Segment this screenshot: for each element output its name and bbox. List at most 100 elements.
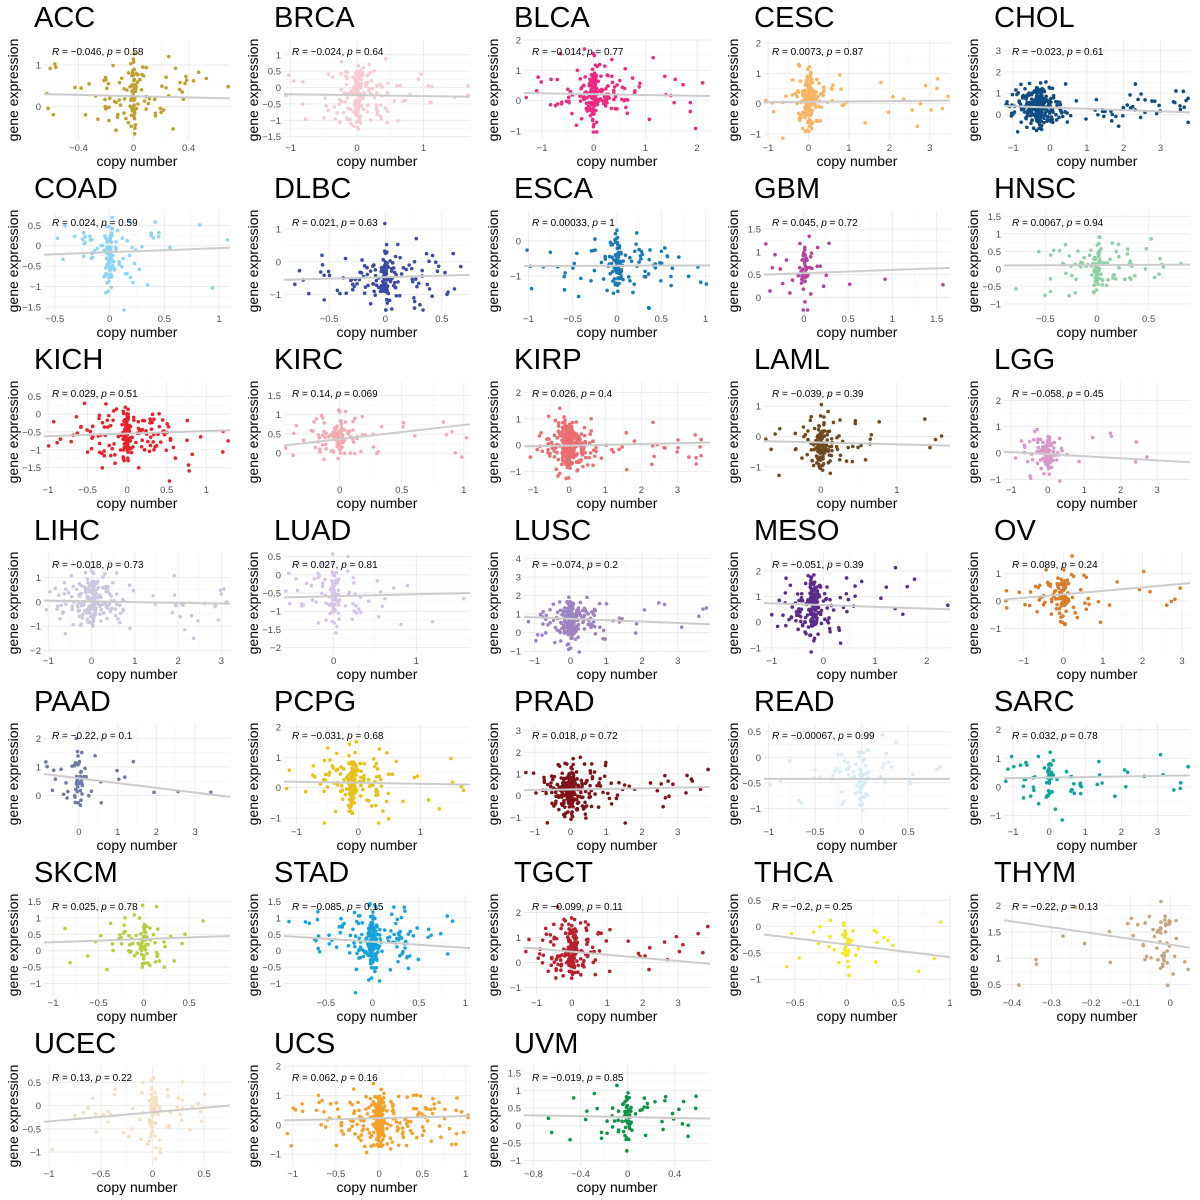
data-point [878,774,883,779]
data-point [399,622,403,627]
data-point [390,307,394,311]
panel-chol: −1 0 1 2 3 0 1 2 3 R = −0.023, p = 0.61 CHOL copy n… [960,0,1200,171]
data-point [107,443,111,448]
data-point [1057,590,1062,595]
data-point [416,77,421,82]
y-tick-label: 1 [36,762,41,773]
correlation-annotation: R = 0.0073, p = 0.87 [772,47,864,58]
data-point [632,439,637,443]
data-point [570,420,575,425]
data-point [580,608,585,613]
x-tick-label: −1 [43,485,54,496]
data-point [293,282,297,287]
correlation-annotation: R = −0.024, p = 0.64 [292,47,384,58]
data-point [1078,791,1083,796]
data-point [793,736,798,741]
data-point [98,612,102,616]
data-point [324,618,328,622]
data-point [860,734,865,739]
correlation-annotation: R = 0.024, p = 0.59 [52,218,138,229]
x-axis-label: copy number [1057,837,1138,853]
trend-line [1003,263,1191,267]
y-tick-label: 2 [996,725,1001,736]
data-point [570,437,574,442]
data-point [347,809,351,814]
data-point [301,80,305,84]
data-point [544,613,549,618]
panel-meso: −1 0 1 2 −1 0 1 2 R = −0.051, p = 0.39 MESO copy n… [720,513,960,684]
y-tick-label: 0.5 [748,270,761,281]
data-point [71,584,76,589]
data-point [110,942,115,946]
data-point [1148,589,1152,594]
data-point [82,401,87,406]
data-point [1145,455,1149,459]
x-tick-label: −1 [1008,827,1019,838]
data-point [124,411,129,416]
data-point [357,98,362,103]
data-point [353,87,357,91]
data-point [808,418,813,423]
panel-title: DLBC [274,173,351,205]
data-point [1128,106,1133,110]
data-point [94,606,98,610]
data-point [809,414,814,419]
data-point [706,767,710,772]
data-point [570,111,574,116]
data-point [327,602,331,607]
data-point [613,282,618,287]
data-point [1058,479,1062,483]
data-point [582,47,587,51]
data-point [568,771,572,776]
y-tick-label: 0 [516,441,521,452]
y-tick-label: 1.5 [268,391,281,402]
data-point [156,234,161,239]
data-point [563,271,567,275]
data-point [560,100,564,105]
data-point [386,265,391,270]
data-point [560,790,565,795]
data-point [397,293,402,298]
data-point [622,783,627,787]
data-point [616,276,620,280]
data-point [1065,601,1069,605]
y-tick-label: 1 [756,247,761,258]
data-point [604,760,608,765]
data-point [148,443,153,448]
data-point [569,817,573,821]
data-point [615,83,619,87]
y-tick-label: 1 [516,66,521,77]
data-point [403,909,407,913]
data-point [600,98,605,103]
data-point [1096,112,1100,117]
points [1013,427,1149,483]
data-point [131,57,136,61]
data-point [360,70,365,74]
data-point [617,616,622,621]
scatter-plot: −1 0 1−1.5−1−0.500.51 R = −0.024, p = 0.64B… [245,2,471,169]
data-point [831,420,836,425]
data-point [846,760,851,765]
y-tick-label: 1 [36,913,41,924]
data-point [800,623,805,628]
data-point [1049,465,1054,470]
data-point [145,283,150,287]
x-tick-label: 0.5 [183,998,196,1009]
data-point [45,764,49,769]
x-tick-label: 0 [821,656,826,667]
data-point [130,941,135,946]
data-point [698,445,702,449]
data-point [1037,598,1042,602]
panel-kich: −1 −0.5 0 0.5 1 −1.5 −1 −0.5 0 0.5 R = 0.029, p = … [0,342,240,513]
y-tick-label: 0 [36,410,41,421]
data-point [82,774,86,779]
data-point [1076,249,1080,253]
data-point [99,800,104,805]
data-point [808,607,812,611]
data-point [817,423,821,428]
data-point [865,748,870,752]
data-point [286,73,291,77]
data-point [152,448,156,452]
